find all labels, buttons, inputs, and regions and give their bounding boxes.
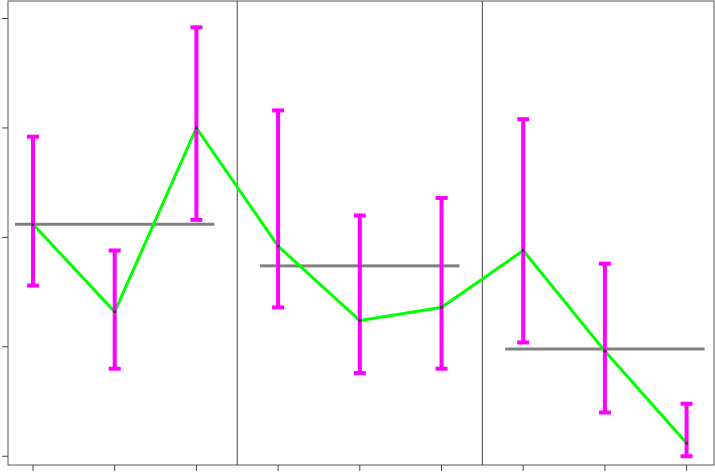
data-point [521, 249, 525, 253]
data-point [685, 441, 689, 445]
data-point [194, 126, 198, 130]
data-point [113, 310, 117, 314]
data-point [276, 244, 280, 248]
plot-frame [7, 0, 715, 466]
data-point [31, 222, 35, 226]
data-point [440, 305, 443, 309]
data-point [358, 319, 362, 323]
data-point [603, 349, 607, 353]
